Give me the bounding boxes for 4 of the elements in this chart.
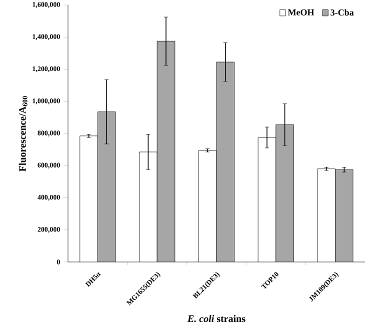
x-axis-title: E. coli strains [187,315,246,322]
legend-label: 3-Cba [330,9,354,16]
legend-label: MeOH [288,9,314,16]
y-axis-title: Fluorescence/A$_{600}$ [18,96,28,172]
